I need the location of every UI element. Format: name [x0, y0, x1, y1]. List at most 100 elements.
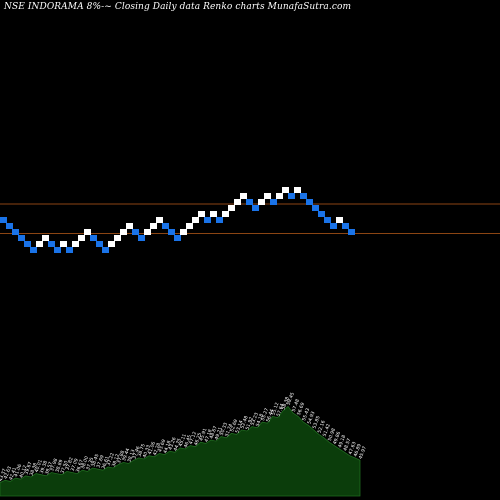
renko-brick-up	[234, 199, 241, 205]
volume-value-label: 51.74	[224, 423, 234, 437]
renko-brick-down	[12, 229, 19, 235]
renko-brick-up	[36, 241, 43, 247]
volume-value-label: 47.12	[188, 431, 198, 445]
volume-value-label: 38.13	[126, 449, 136, 463]
volume-value-label: 46.89	[353, 443, 363, 457]
renko-brick-up	[144, 229, 151, 235]
renko-brick-down	[318, 211, 325, 217]
volume-value-label: 43.26	[167, 436, 177, 450]
volume-value-label: 51.42	[322, 423, 332, 437]
renko-brick-up	[276, 193, 283, 199]
volume-value-label: 38.89	[54, 459, 64, 473]
volume-value-label: 42.63	[3, 466, 13, 480]
renko-brick-down	[48, 241, 55, 247]
volume-value-label: 45.11	[178, 433, 188, 447]
volume-value-label: 38.45	[90, 453, 100, 467]
volume-value-label: 42.41	[8, 467, 18, 481]
renko-brick-down	[96, 241, 103, 247]
renko-brick-down	[6, 223, 13, 229]
renko-brick-up	[186, 223, 193, 229]
volume-value-label: 39.38	[39, 460, 49, 474]
volume-value-label: 37.09	[70, 458, 80, 472]
volume-value-label: 43.69	[157, 439, 167, 453]
renko-brick-down	[162, 223, 169, 229]
volume-value-label: 52.16	[317, 420, 327, 434]
volume-value-label: 37.82	[65, 457, 75, 471]
renko-brick-down	[102, 247, 109, 253]
renko-brick-down	[300, 193, 307, 199]
renko-brick-up	[336, 217, 343, 223]
renko-brick-up	[120, 229, 127, 235]
volume-value-label: 42.28	[152, 442, 162, 456]
volume-value-label: 38.12	[111, 453, 121, 467]
renko-brick-down	[246, 199, 253, 205]
renko-brick-up	[198, 211, 205, 217]
renko-brick-up	[60, 241, 67, 247]
volume-value-label: 39.67	[23, 461, 33, 475]
volume-value-label: 53.85	[311, 415, 321, 429]
volume-value-label: 53.23	[250, 412, 260, 426]
volume-value-label: 37.69	[95, 454, 105, 468]
volume-value-label: 48.67	[209, 425, 219, 439]
volume-value-label: 37.46	[131, 445, 141, 459]
renko-brick-up	[126, 223, 133, 229]
volume-value-label: 36.61	[101, 455, 111, 469]
renko-brick-down	[0, 217, 7, 223]
renko-brick-down	[342, 223, 349, 229]
renko-brick-up	[258, 199, 265, 205]
volume-value-label: 49.21	[214, 426, 224, 440]
renko-brick-down	[204, 217, 211, 223]
volume-value-label: 45.97	[358, 445, 368, 459]
renko-brick-down	[138, 235, 145, 241]
renko-brick-down	[312, 205, 319, 211]
volume-value-label: 37.98	[49, 458, 59, 472]
renko-brick-down	[216, 217, 223, 223]
renko-brick-up	[72, 241, 79, 247]
volume-value-label: 55.43	[301, 407, 311, 421]
volume-value-label: 37.35	[85, 457, 95, 471]
volume-value-label: 51.92	[245, 416, 255, 430]
renko-brick-up	[282, 187, 289, 193]
volume-value-label: 49.18	[337, 434, 347, 448]
renko-brick-up	[156, 217, 163, 223]
renko-brick-up	[108, 241, 115, 247]
volume-value-label: 41.06	[13, 463, 23, 477]
volume-value-label: 46.45	[183, 434, 193, 448]
renko-brick-down	[18, 235, 25, 241]
renko-brick-down	[24, 241, 31, 247]
volume-value-label: 46.25	[193, 432, 203, 446]
renko-brick-up	[192, 217, 199, 223]
volume-value-label: 57.48	[291, 398, 301, 412]
volume-value-label: 59.45	[286, 392, 296, 406]
volume-value-label: 53.14	[234, 420, 244, 434]
renko-brick-down	[174, 235, 181, 241]
volume-value-label: 54.93	[306, 411, 316, 425]
renko-brick-down	[66, 247, 73, 253]
renko-brick-down	[168, 229, 175, 235]
volume-value-label: 38.00	[80, 455, 90, 469]
volume-value-label: 38.75	[137, 443, 147, 457]
volume-value-label: 37.50	[59, 460, 69, 474]
volume-value-label: 40.12	[18, 464, 28, 478]
renko-brick-up	[294, 187, 301, 193]
volume-value-label: 50.98	[327, 427, 337, 441]
volume-value-label: 40.33	[142, 444, 152, 458]
volume-value-label: 56.44	[265, 408, 275, 422]
renko-brick-down	[324, 217, 331, 223]
chart-title: NSE INDORAMA 8%-~ Closing Daily data Ren…	[4, 2, 352, 12]
renko-bricks	[0, 187, 355, 253]
volume-value-label: 37.88	[116, 450, 126, 464]
renko-brick-up	[180, 229, 187, 235]
volume-value-label: 38.38	[29, 462, 39, 476]
volume-value-label: 55.12	[270, 402, 280, 416]
volume-value-label: 41.06	[147, 441, 157, 455]
renko-brick-down	[132, 229, 139, 235]
volume-value-label: 39.44	[121, 448, 131, 462]
renko-brick-up	[210, 211, 217, 217]
volume-value-label: 49.86	[332, 431, 342, 445]
volume-value-label: 57.64	[275, 403, 285, 417]
renko-brick-down	[330, 223, 337, 229]
volume-value-label: 56.69	[296, 402, 306, 416]
